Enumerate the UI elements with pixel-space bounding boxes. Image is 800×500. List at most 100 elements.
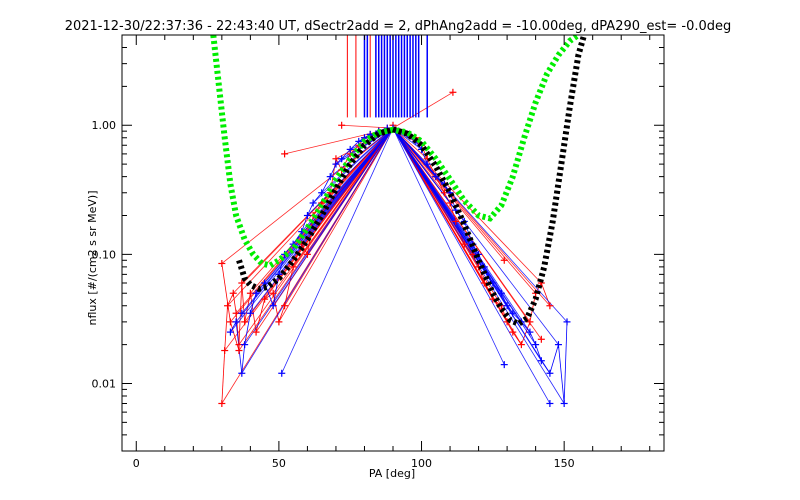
red-series-line (224, 305, 228, 351)
blue-series-line (230, 321, 237, 333)
red-series-line (392, 91, 454, 129)
red-series-line (278, 127, 394, 323)
red-data-point (235, 347, 243, 355)
blue-series-line (506, 305, 514, 314)
blue-series-line (241, 127, 394, 374)
red-data-point (449, 88, 457, 96)
red-series-line (227, 293, 234, 306)
y-tick-label: 1.00 (92, 119, 117, 132)
x-tick-label: 50 (272, 457, 286, 470)
red-data-point (252, 328, 260, 336)
red-data-point (281, 302, 289, 310)
plot-area (121, 34, 665, 452)
red-data-point (446, 199, 454, 207)
red-series-line (292, 127, 394, 268)
blue-series-line (244, 313, 251, 345)
blue-series-line (392, 127, 536, 345)
blue-data-point (303, 211, 311, 219)
y-axis-label: nflux [#/(cm2 s sr MeV)] (86, 191, 99, 326)
blue-series-line (281, 127, 394, 374)
blue-data-point (346, 145, 354, 153)
blue-series-line (329, 163, 337, 177)
blue-data-point (546, 399, 554, 407)
blue-data-point (546, 369, 554, 377)
blue-series-line (241, 344, 246, 374)
y-tick-label: 0.10 (92, 248, 117, 261)
blue-data-point (423, 160, 431, 168)
blue-data-point (554, 341, 562, 349)
red-data-point (452, 217, 460, 225)
y-tick-labels: 0.01 0.10 1.00 (92, 119, 117, 390)
blue-series-line (301, 127, 394, 232)
red-series-line (221, 263, 231, 322)
blue-data-point (226, 328, 234, 336)
red-series-line (264, 292, 274, 300)
blue-data-point (326, 173, 334, 181)
blue-series-line (563, 321, 568, 404)
blue-data-point (526, 328, 534, 336)
x-tick-label: 150 (554, 457, 575, 470)
blue-data-point (537, 357, 545, 365)
blue-series-line (558, 344, 565, 404)
blue-series-line (392, 127, 559, 345)
blue-data-point (238, 309, 246, 317)
blue-series-line (241, 127, 394, 314)
blue-series-line (272, 274, 280, 306)
red-series-line (230, 321, 240, 351)
blue-series-line (349, 141, 360, 150)
red-series-line (278, 305, 285, 323)
red-data-point (526, 318, 534, 326)
blue-series-line (392, 127, 551, 404)
blue-series-line (541, 360, 551, 374)
red-series-line (272, 293, 280, 322)
red-series-line (506, 321, 514, 333)
red-data-point (218, 399, 226, 407)
blue-series-line (392, 127, 568, 323)
x-tick-label: 0 (133, 457, 140, 470)
green-fit-curve (210, 35, 581, 269)
red-series-line (284, 266, 294, 306)
blue-series-line (421, 149, 428, 165)
red-series-line (540, 282, 551, 306)
blue-series-line (278, 127, 394, 275)
blue-data-point (278, 369, 286, 377)
red-data-point (221, 347, 229, 355)
data-marks (210, 35, 587, 407)
red-data-point (303, 250, 311, 258)
red-data-point (338, 121, 346, 129)
red-series-line (255, 299, 266, 333)
red-series-line (421, 145, 428, 159)
x-tick-labels: 0 50 100 150 (133, 457, 575, 470)
blue-data-point (503, 302, 511, 310)
red-series-line (264, 127, 394, 300)
blue-data-point (338, 155, 346, 163)
red-data-point (238, 279, 246, 287)
red-data-point (269, 289, 277, 297)
blue-data-point (309, 199, 317, 207)
red-data-point (261, 295, 269, 303)
red-data-point (509, 328, 517, 336)
blue-data-point (532, 341, 540, 349)
red-series-line (221, 127, 394, 264)
blue-data-point (332, 160, 340, 168)
blue-series-line (392, 127, 551, 374)
blue-data-point (232, 318, 240, 326)
x-axis-label: PA [deg] (369, 467, 415, 480)
blue-data-point (500, 361, 508, 369)
blue-series-line (312, 192, 322, 204)
blue-data-point (318, 189, 326, 197)
blue-series-line (358, 137, 365, 142)
red-series-line (392, 127, 522, 345)
chart-title: 2021-12-30/22:37:36 - 22:43:40 UT, dSect… (65, 19, 732, 34)
blue-series-line (321, 176, 331, 193)
blue-data-point (560, 399, 568, 407)
blue-data-point (269, 302, 277, 310)
red-data-point (500, 256, 508, 264)
red-data-point (517, 341, 525, 349)
x-tick-label: 100 (411, 457, 432, 470)
blue-series-line (301, 215, 308, 232)
red-series-line (512, 331, 522, 345)
red-data-point (537, 335, 545, 343)
red-data-point (275, 318, 283, 326)
